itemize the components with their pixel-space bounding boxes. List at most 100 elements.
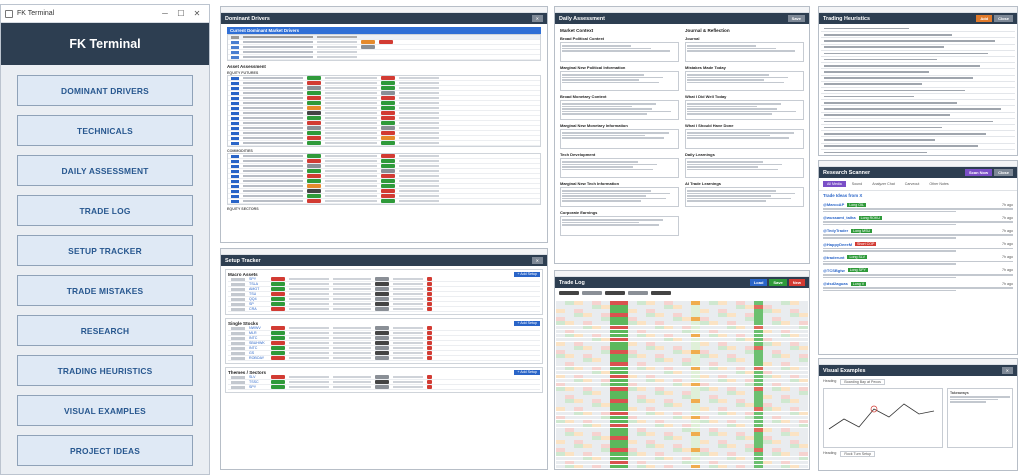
bias-pill[interactable] — [271, 380, 285, 384]
save-button[interactable]: Save — [769, 279, 787, 286]
positioning-pill[interactable] — [307, 179, 321, 183]
asset-row[interactable] — [228, 159, 540, 164]
heuristic-row[interactable] — [821, 69, 1015, 76]
post-user[interactable]: @HappyDeeeM — [823, 241, 853, 247]
delete-icon[interactable] — [427, 307, 432, 311]
bias-pill[interactable] — [271, 326, 285, 330]
status-pill[interactable] — [375, 292, 389, 296]
post-user[interactable]: @dsd2aguas — [823, 281, 848, 287]
setup-row[interactable]: GS — [228, 351, 540, 356]
technicals-pill[interactable] — [381, 91, 395, 95]
add-setup-button[interactable]: + Add Setup — [514, 370, 540, 375]
setup-row[interactable]: TSU — [228, 292, 540, 297]
setup-row[interactable]: SP — [228, 302, 540, 307]
status-pill[interactable] — [375, 356, 389, 360]
asset-row[interactable] — [228, 136, 540, 141]
bias-pill[interactable] — [271, 282, 285, 286]
bias-pill[interactable] — [271, 351, 285, 355]
footer-heading-value[interactable]: Rock Turn Setup — [840, 451, 876, 457]
positioning-pill[interactable] — [307, 126, 321, 130]
positioning-pill[interactable] — [307, 154, 321, 158]
heading-select[interactable]: Boarding Bay at Pecos — [840, 379, 885, 385]
technicals-pill[interactable] — [381, 199, 395, 203]
setup-row[interactable]: MLR — [228, 331, 540, 336]
technicals-pill[interactable] — [381, 189, 395, 193]
bias-pill[interactable] — [271, 385, 285, 389]
setup-row[interactable]: TSLA — [228, 282, 540, 287]
status-pill[interactable] — [375, 282, 389, 286]
positioning-pill[interactable] — [307, 141, 321, 145]
technicals-pill[interactable] — [381, 154, 395, 158]
setup-row[interactable]: INTC — [228, 336, 540, 341]
technicals-pill[interactable] — [381, 159, 395, 163]
setup-row[interactable]: INTC — [228, 346, 540, 351]
research-button[interactable]: RESEARCH — [17, 315, 193, 346]
asset-row[interactable] — [228, 179, 540, 184]
asset-row[interactable] — [228, 169, 540, 174]
tab-carveout[interactable]: Carveout — [904, 182, 920, 186]
heuristic-row[interactable] — [821, 26, 1015, 33]
tab-analyzer-chat[interactable]: Analyzer Chat — [872, 182, 895, 186]
asset-row[interactable] — [228, 91, 540, 96]
journal-textarea[interactable] — [685, 100, 804, 120]
technicals-pill[interactable] — [381, 76, 395, 80]
market-context-textarea[interactable] — [560, 158, 679, 178]
status-pill[interactable] — [375, 307, 389, 311]
technicals-button[interactable]: TECHNICALS — [17, 115, 193, 146]
technicals-pill[interactable] — [381, 101, 395, 105]
technicals-pill[interactable] — [381, 116, 395, 120]
heuristic-row[interactable] — [821, 94, 1015, 101]
delete-icon[interactable] — [427, 380, 432, 384]
positioning-pill[interactable] — [307, 106, 321, 110]
load-button[interactable]: Load — [749, 279, 768, 286]
setup-row[interactable]: AMGT — [228, 287, 540, 292]
minimize-icon[interactable]: ─ — [162, 9, 168, 18]
asset-row[interactable] — [228, 189, 540, 194]
positioning-pill[interactable] — [307, 194, 321, 198]
journal-textarea[interactable] — [685, 187, 804, 207]
heuristic-row[interactable] — [821, 106, 1015, 113]
close-icon[interactable]: ✕ — [193, 9, 201, 18]
delete-icon[interactable] — [427, 282, 432, 286]
asset-row[interactable] — [228, 164, 540, 169]
scan-now-button[interactable]: Scan Now — [964, 169, 993, 176]
bias-pill[interactable] — [271, 302, 285, 306]
status-pill[interactable] — [375, 302, 389, 306]
asset-row[interactable] — [228, 81, 540, 86]
delete-icon[interactable] — [427, 277, 432, 281]
status-pill[interactable] — [375, 331, 389, 335]
delete-icon[interactable] — [427, 331, 432, 335]
setup-row[interactable]: SPY — [228, 277, 540, 282]
technicals-pill[interactable] — [381, 136, 395, 140]
trading-heuristics-button[interactable]: TRADING HEURISTICS — [17, 355, 193, 386]
bias-pill[interactable] — [271, 336, 285, 340]
trade-mistakes-button[interactable]: TRADE MISTAKES — [17, 275, 193, 306]
post-user[interactable]: @TedyTrader — [823, 228, 849, 234]
asset-row[interactable] — [228, 116, 540, 121]
project-ideas-button[interactable]: PROJECT IDEAS — [17, 435, 193, 466]
dominant-drivers-button[interactable]: DOMINANT DRIVERS — [17, 75, 193, 106]
heuristic-row[interactable] — [821, 150, 1015, 155]
new-button[interactable]: New — [788, 279, 805, 286]
heuristic-row[interactable] — [821, 119, 1015, 125]
status-pill[interactable] — [375, 297, 389, 301]
setup-row[interactable]: CRA — [228, 307, 540, 312]
maximize-icon[interactable]: ☐ — [177, 9, 185, 18]
positioning-pill[interactable] — [307, 174, 321, 178]
bias-pill[interactable] — [271, 297, 285, 301]
heuristic-row[interactable] — [821, 51, 1015, 57]
post-user[interactable]: @traderunt — [823, 254, 845, 260]
add-setup-button[interactable]: + Add Setup — [514, 272, 540, 277]
journal-textarea[interactable] — [685, 158, 804, 178]
close-button[interactable]: ✕ — [531, 15, 543, 22]
heuristic-row[interactable] — [821, 57, 1015, 64]
trade-idea-post[interactable]: @dsd2aguas Long V 7h ago — [823, 281, 1013, 292]
delete-icon[interactable] — [427, 326, 432, 330]
close-button[interactable]: ✕ — [1001, 367, 1013, 374]
asset-row[interactable] — [228, 101, 540, 106]
heuristic-row[interactable] — [821, 144, 1015, 150]
market-context-textarea[interactable] — [560, 129, 679, 149]
close-button[interactable]: Close — [994, 15, 1013, 22]
trade-idea-post[interactable]: @TedyTrader Long MSU 7h ago — [823, 228, 1013, 239]
delete-icon[interactable] — [427, 356, 432, 360]
